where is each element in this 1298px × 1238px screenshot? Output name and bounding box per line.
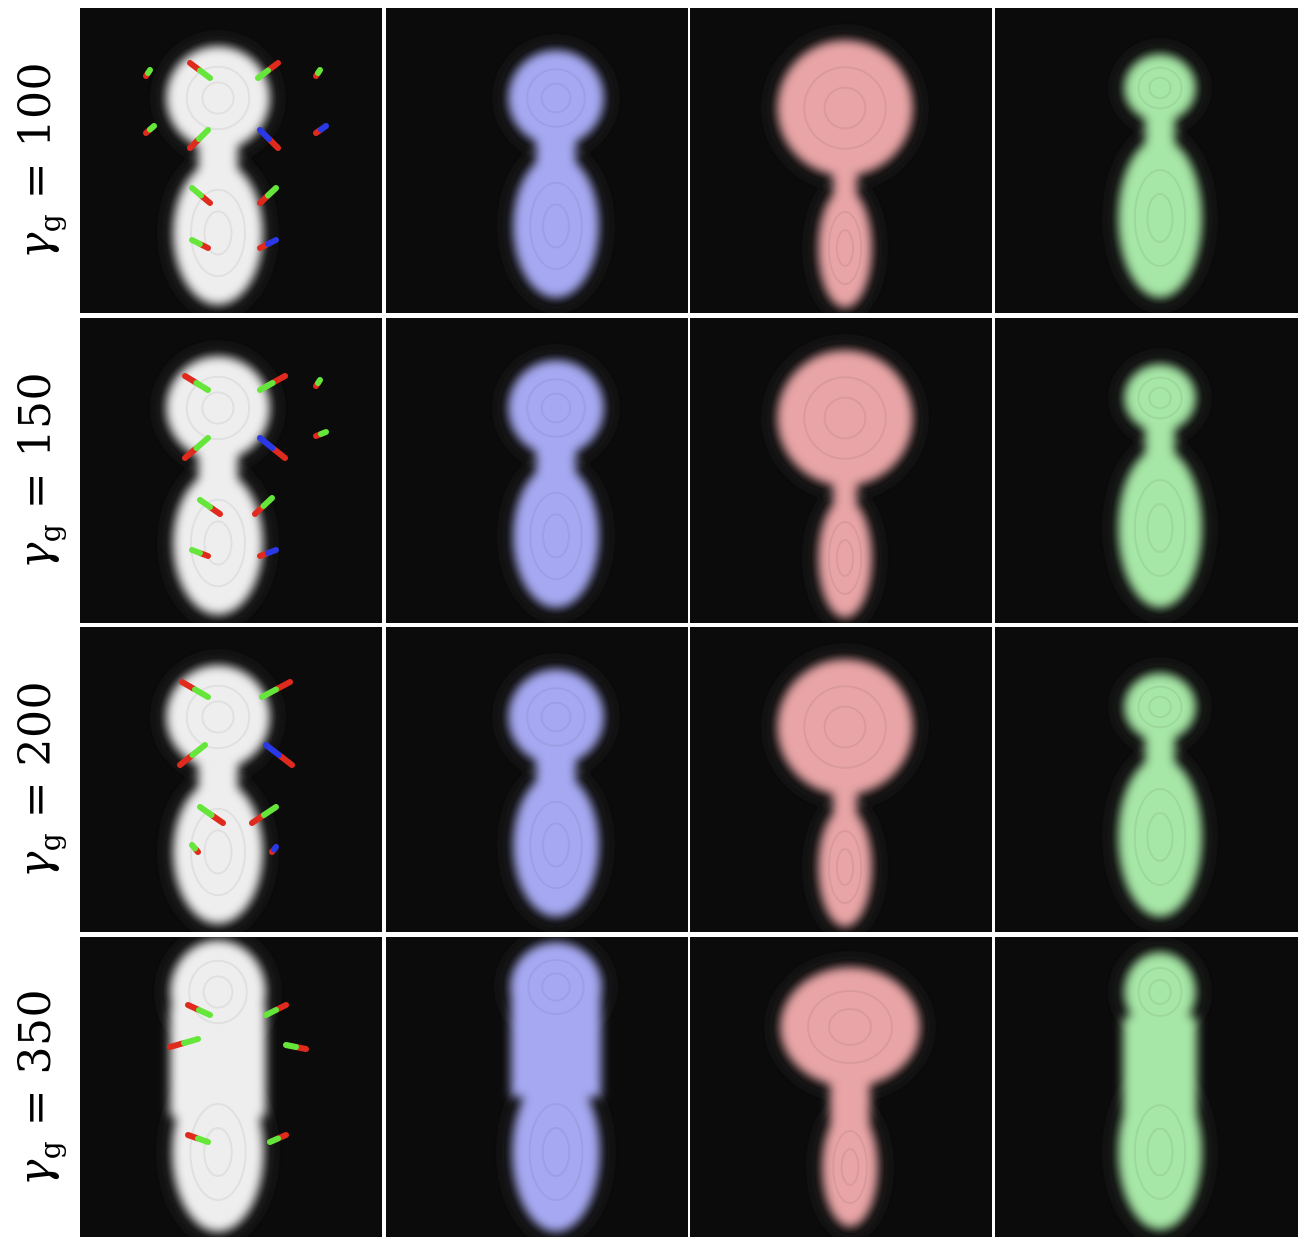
panel-white-figure-with-arrows-row-4: [80, 937, 382, 1237]
equals-sign: =: [10, 1073, 62, 1141]
figure-shape: [780, 967, 920, 1227]
gamma-symbol: γ: [10, 232, 62, 260]
figure-shape: [510, 942, 602, 1232]
panel-white-figure-with-arrows-row-3: [80, 627, 382, 932]
figure-shape: [1118, 364, 1202, 608]
panel-white-figure-with-arrows-row-2: [80, 318, 382, 623]
panel-blue-figure-row-4: [386, 937, 688, 1237]
equals-sign: =: [10, 457, 62, 524]
figure-shape: [166, 356, 270, 615]
equals-sign: =: [10, 147, 62, 214]
panel-blue-figure-row-3: [386, 627, 688, 932]
gamma-value: 200: [10, 680, 62, 767]
gamma-subscript: g: [34, 213, 68, 233]
figure-shape: [508, 669, 604, 917]
figure-shape: [166, 46, 270, 305]
gamma-label: γg = 350: [11, 988, 68, 1185]
panel-blue-figure-row-1: [386, 8, 688, 313]
gamma-value: 150: [10, 371, 62, 458]
gamma-symbol: γ: [10, 851, 62, 879]
gamma-value: 350: [10, 988, 62, 1074]
panel-green-figure-row-1: [995, 8, 1298, 313]
figure-shape: [777, 659, 913, 927]
panel-blue-figure-row-2: [386, 318, 688, 623]
figure-shape: [1118, 952, 1202, 1230]
gamma-subscript: g: [34, 1140, 68, 1159]
gamma-symbol: γ: [10, 542, 62, 570]
figure-shape: [777, 350, 913, 618]
panel-red-figure-row-4: [690, 937, 992, 1237]
panel-red-figure-row-1: [690, 8, 992, 313]
panel-red-figure-row-2: [690, 318, 992, 623]
gamma-subscript: g: [34, 523, 68, 543]
panel-green-figure-row-3: [995, 627, 1298, 932]
figure-shape: [1118, 673, 1202, 917]
figure-shape: [508, 360, 604, 608]
gamma-value: 100: [10, 61, 62, 148]
gamma-label: γg = 200: [11, 681, 68, 878]
panel-white-figure-with-arrows-row-1: [80, 8, 382, 313]
gamma-label: γg = 100: [11, 62, 68, 259]
figure-shape: [777, 40, 913, 308]
row-label-150: γg = 150: [0, 318, 78, 623]
row-label-350: γg = 350: [0, 937, 78, 1237]
figure-shape: [508, 50, 604, 298]
figure-shape: [170, 940, 266, 1232]
gamma-subscript: g: [34, 832, 68, 852]
panel-green-figure-row-2: [995, 318, 1298, 623]
row-label-100: γg = 100: [0, 8, 78, 313]
gamma-label: γg = 150: [11, 372, 68, 569]
panel-red-figure-row-3: [690, 627, 992, 932]
gamma-symbol: γ: [10, 1158, 62, 1186]
figure-shape: [1118, 54, 1202, 298]
figure-shape: [166, 665, 270, 924]
panel-green-figure-row-4: [995, 937, 1298, 1237]
row-label-200: γg = 200: [0, 627, 78, 932]
equals-sign: =: [10, 766, 62, 833]
